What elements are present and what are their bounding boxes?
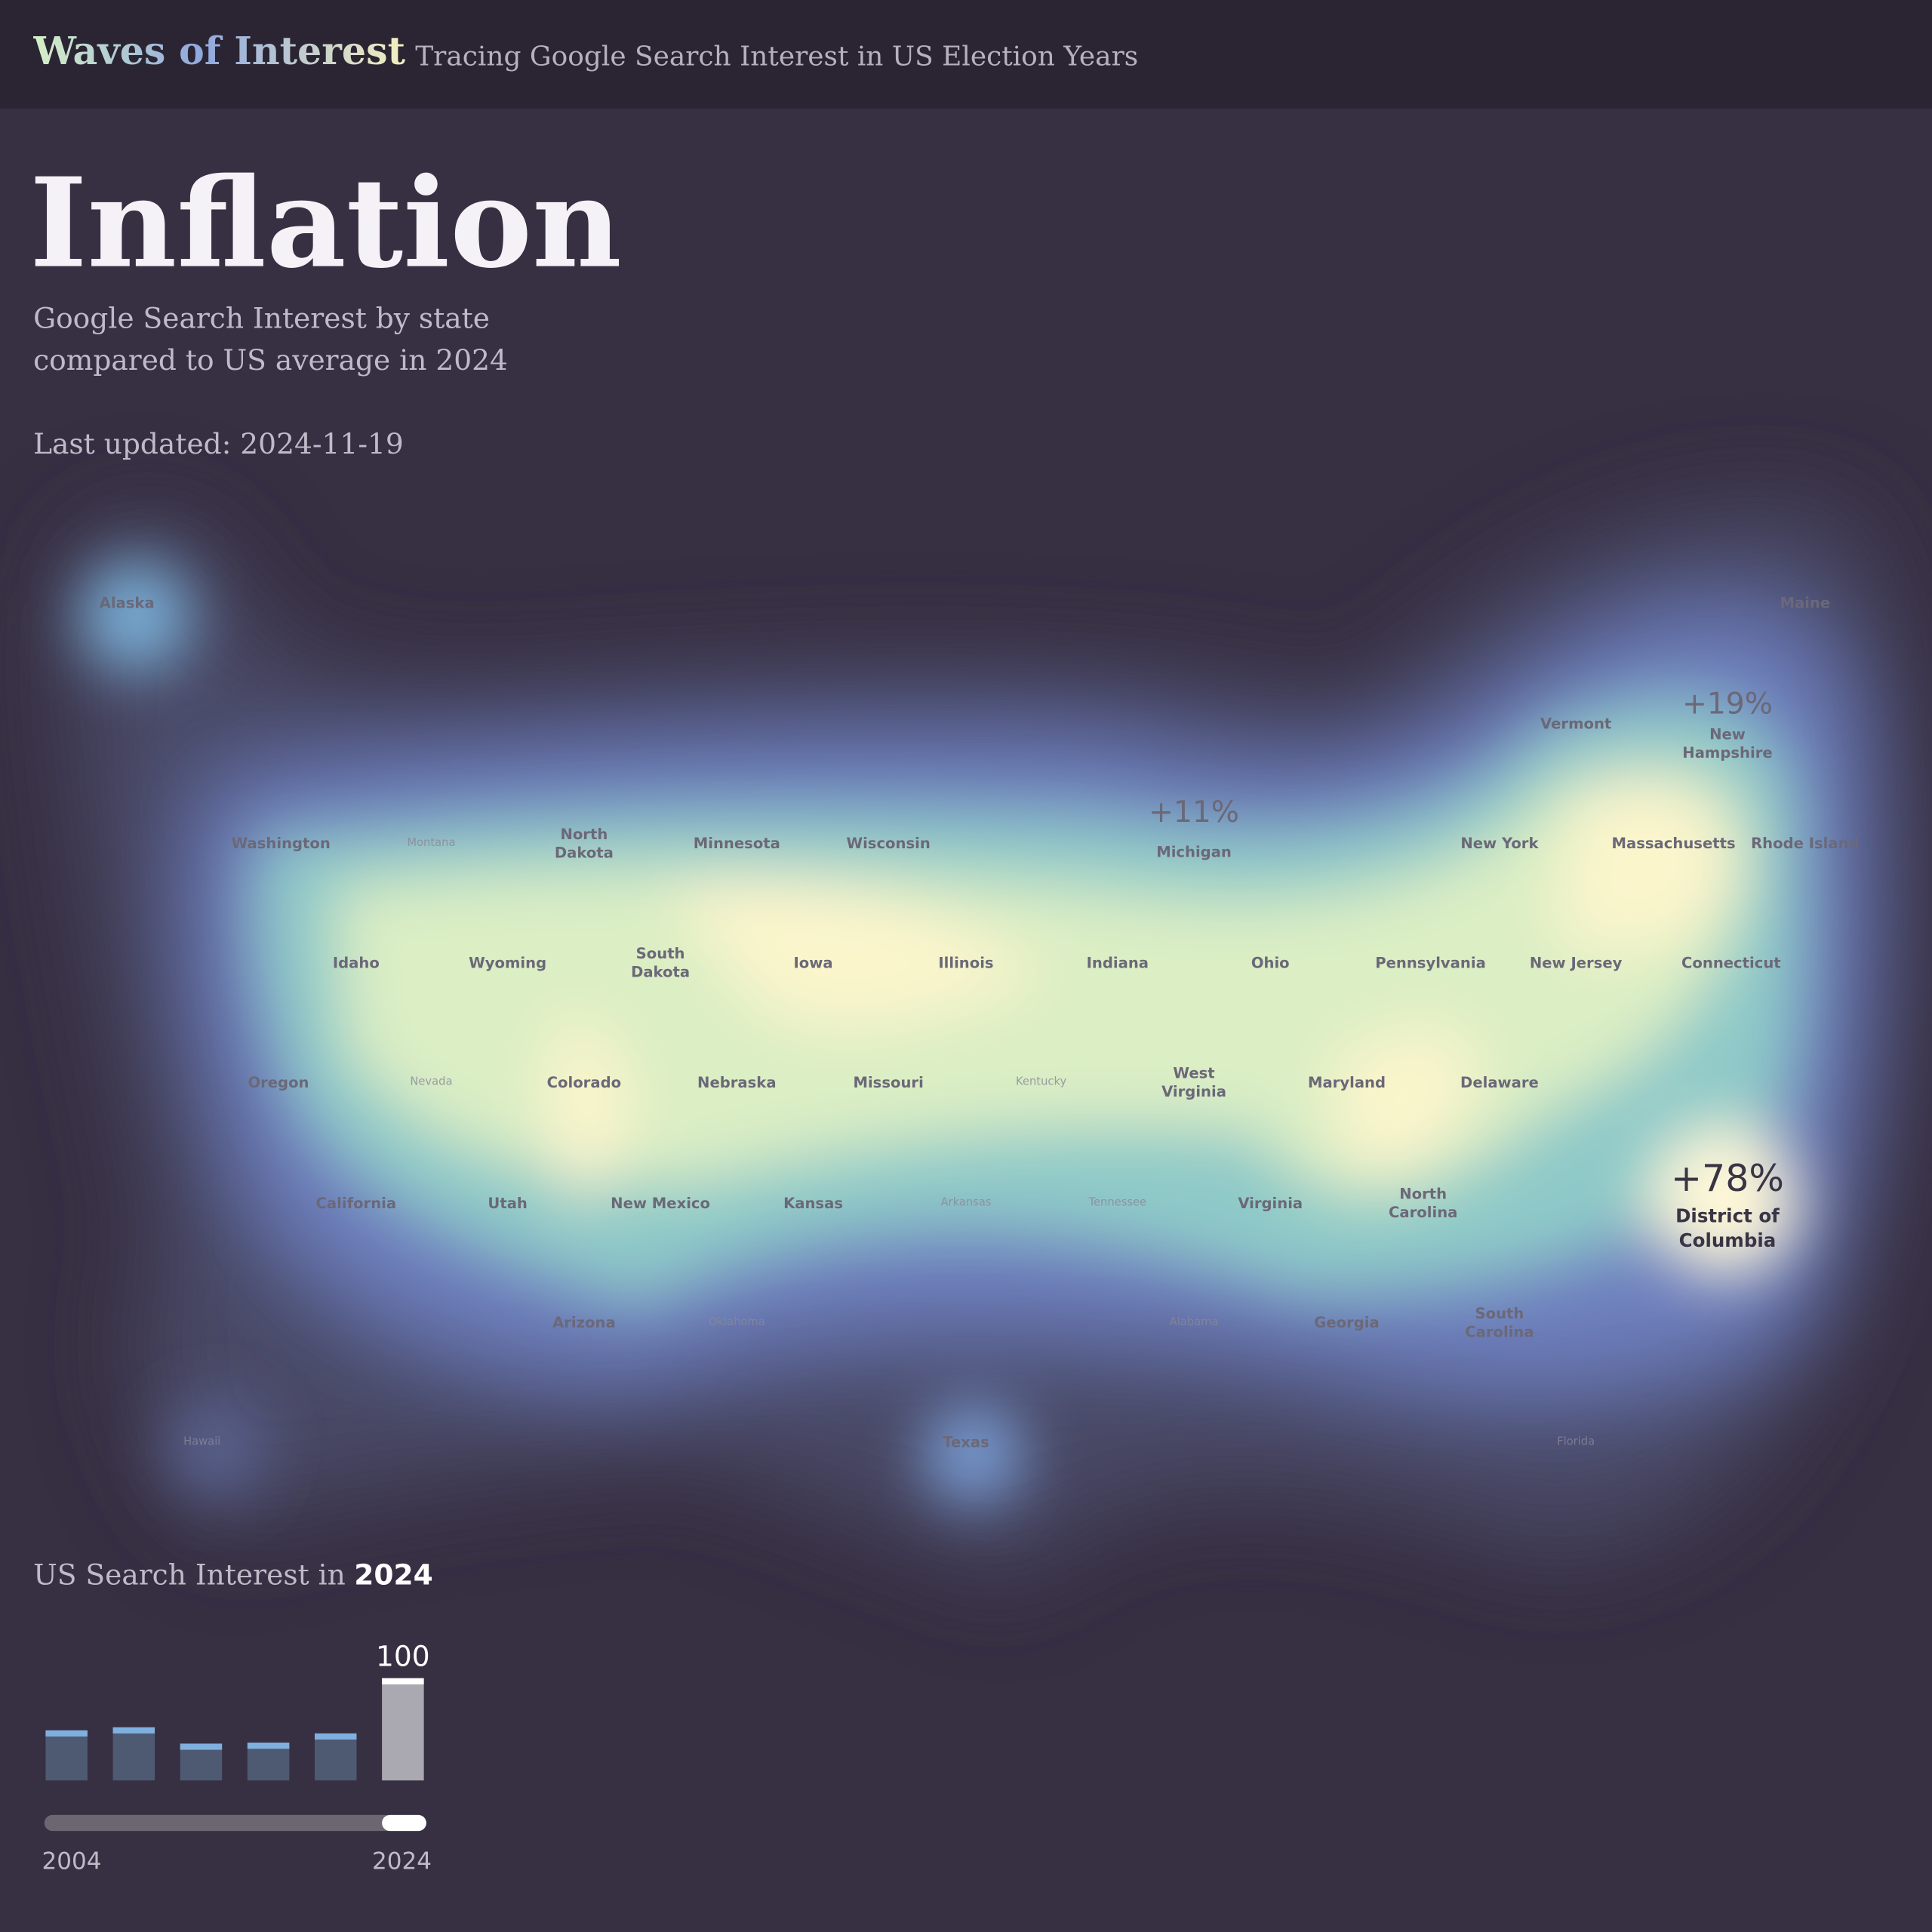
state-label[interactable]: Pennsylvania [1375,954,1486,972]
state-label[interactable]: Alaska [99,594,155,612]
state-label[interactable]: Georgia [1314,1314,1380,1332]
bar [247,1743,290,1781]
bar [112,1727,155,1781]
state-label[interactable]: Michigan [1156,843,1232,861]
bar-cap [45,1730,88,1737]
range-end: 2024 [372,1847,432,1875]
state-label[interactable]: North Carolina [1389,1185,1458,1221]
state-label[interactable]: New Hampshire [1682,725,1773,761]
state-label[interactable]: Arizona [552,1314,616,1332]
bar-cap [382,1678,424,1684]
state-label[interactable]: Illinois [938,954,994,972]
state-label[interactable]: Kansas [783,1194,843,1212]
state-label[interactable]: Maryland [1307,1073,1386,1091]
state-label[interactable]: Florida [1557,1435,1595,1449]
state-change[interactable]: +78% [1671,1157,1784,1201]
state-label[interactable]: Hawaii [183,1435,221,1449]
bar-cap [314,1733,357,1740]
state-change[interactable]: +19% [1682,686,1773,721]
state-label[interactable]: New Jersey [1529,954,1623,972]
state-change[interactable]: +11% [1149,795,1240,829]
header-bar [0,0,1932,109]
state-label[interactable]: Iowa [793,954,833,972]
bar-cap [112,1727,155,1734]
description: compared to US average in 2024 [33,345,508,377]
state-label[interactable]: Maine [1780,594,1831,612]
state-label[interactable]: North Dakota [554,825,614,862]
state-label[interactable]: Washington [231,835,331,852]
chart-title: US Search Interest in 2024 [33,1560,433,1592]
state-label[interactable]: Wisconsin [846,835,931,852]
state-label[interactable]: Oregon [248,1073,309,1091]
description: Google Search Interest by state [33,303,491,336]
state-label[interactable]: Ohio [1251,954,1290,972]
bar [382,1678,424,1781]
state-label[interactable]: Wyoming [469,954,547,972]
state-label[interactable]: Missouri [853,1073,924,1091]
state-label[interactable]: Utah [488,1194,528,1212]
state-label[interactable]: Connecticut [1681,954,1781,972]
state-label[interactable]: South Carolina [1465,1304,1534,1341]
bar-cap [180,1743,223,1750]
state-label[interactable]: Montana [407,837,456,850]
state-label[interactable]: Texas [943,1433,989,1451]
state-label[interactable]: South Dakota [631,945,691,981]
state-label[interactable]: District of Columbia [1675,1204,1780,1252]
state-label[interactable]: Oklahoma [708,1316,765,1329]
state-label[interactable]: Nevada [410,1076,453,1089]
slider-track [44,1814,426,1832]
bar [314,1733,357,1781]
site-title[interactable]: Waves of Interest [33,29,405,74]
chart-title-text: US Search Interest in [33,1559,346,1592]
bar-cap [247,1743,290,1749]
state-label[interactable]: Tennessee [1088,1197,1147,1210]
bar [45,1730,88,1781]
state-label[interactable]: Kentucky [1016,1076,1067,1089]
chart-title-year: 2024 [354,1559,433,1592]
state-label[interactable]: New Mexico [611,1194,711,1212]
state-label[interactable]: Rhode Island [1751,835,1860,852]
last-updated: Last updated: 2024-11-19 [33,429,404,461]
state-label[interactable]: California [315,1194,397,1212]
site-subtitle: Tracing Google Search Interest in US Ele… [415,42,1139,73]
range-start: 2004 [42,1847,102,1875]
state-label[interactable]: Alabama [1169,1316,1219,1329]
state-label[interactable]: Arkansas [940,1197,992,1210]
state-label[interactable]: Idaho [332,954,380,972]
state-label[interactable]: Massachusetts [1611,835,1736,852]
state-label[interactable]: Virginia [1238,1194,1303,1212]
state-label[interactable]: Nebraska [697,1073,777,1091]
state-label[interactable]: West Virginia [1161,1064,1226,1100]
state-label[interactable]: Vermont [1540,715,1612,733]
state-label[interactable]: New York [1460,835,1539,852]
topic-title: Inflation [29,150,622,296]
state-label[interactable]: Delaware [1460,1073,1539,1091]
state-label[interactable]: Minnesota [693,835,780,852]
state-label[interactable]: Colorado [546,1073,622,1091]
bar-value-label: 100 [376,1639,430,1672]
slider-thumb[interactable] [382,1814,426,1832]
state-label[interactable]: Indiana [1086,954,1149,972]
